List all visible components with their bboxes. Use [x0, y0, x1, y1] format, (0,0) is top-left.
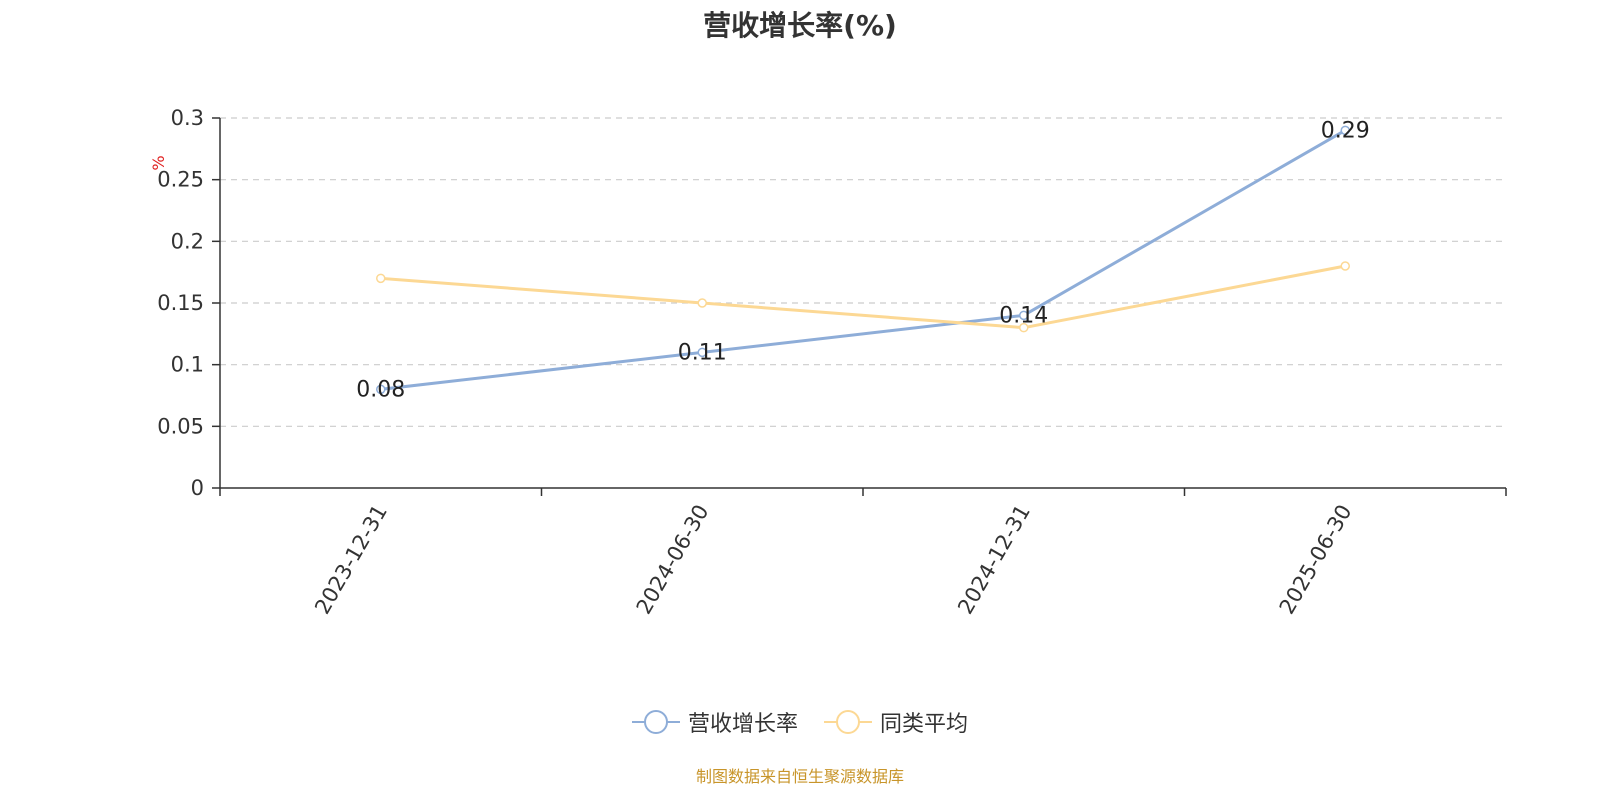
legend-item-revenue-growth[interactable]: 营收增长率	[631, 706, 798, 738]
data-point	[1340, 261, 1350, 271]
series-line-0	[380, 129, 1346, 391]
data-point	[1340, 125, 1350, 136]
grid-lines	[220, 117, 1506, 427]
legend-label-peer-average: 同类平均	[880, 712, 969, 737]
data-point	[697, 347, 707, 358]
y-tick-labels: 0 0.05 0.1 0.15 0.2 0.25 0.3	[157, 106, 204, 500]
y-tick-label: 0	[191, 476, 204, 500]
legend-label-revenue-growth: 营收增长率	[687, 712, 798, 737]
legend-item-peer-average[interactable]: 同类平均	[824, 706, 968, 738]
x-tick-label: 2024-12-31	[953, 501, 1035, 619]
series-lines	[376, 125, 1350, 395]
y-tick-label: 0.3	[171, 106, 204, 130]
axes	[212, 117, 1507, 496]
y-tick-label: 0.1	[171, 353, 204, 377]
y-tick-label: 0.25	[157, 168, 204, 192]
y-tick-label: 0.2	[171, 229, 204, 253]
data-source-note: 制图数据来自恒生聚源数据库	[695, 767, 904, 786]
data-labels: 0.08 0.11 0.14 0.29	[356, 118, 1369, 402]
x-tick-label: 2023-12-31	[310, 501, 392, 619]
chart-title: 营收增长率(%)	[703, 9, 897, 42]
data-point	[1019, 310, 1029, 321]
legend-marker-revenue-growth	[631, 709, 680, 735]
data-point	[1019, 322, 1029, 333]
y-tick-label: 0.05	[157, 414, 204, 438]
data-label: 0.14	[999, 303, 1048, 328]
x-tick-labels: 2023-12-31 2024-06-30 2024-12-31 2025-06-30	[310, 501, 1356, 619]
data-label: 0.11	[678, 340, 727, 365]
legend-marker-peer-average	[824, 709, 872, 735]
data-point	[697, 298, 707, 308]
legend: 营收增长率 同类平均	[0, 706, 1600, 738]
x-tick-label: 2025-06-30	[1275, 501, 1357, 619]
line-chart: 0 0.05 0.1 0.15 0.2 0.25 0.3 2023-12-31 2024-06…	[149, 106, 1507, 619]
data-label: 0.29	[1321, 118, 1370, 143]
data-label: 0.08	[356, 377, 405, 402]
y-axis-label: %	[149, 155, 168, 170]
x-tick-label: 2024-06-30	[632, 501, 714, 619]
series-line-1	[380, 264, 1346, 330]
data-point	[376, 384, 386, 395]
data-point	[376, 273, 386, 284]
y-tick-label: 0.15	[157, 291, 204, 315]
